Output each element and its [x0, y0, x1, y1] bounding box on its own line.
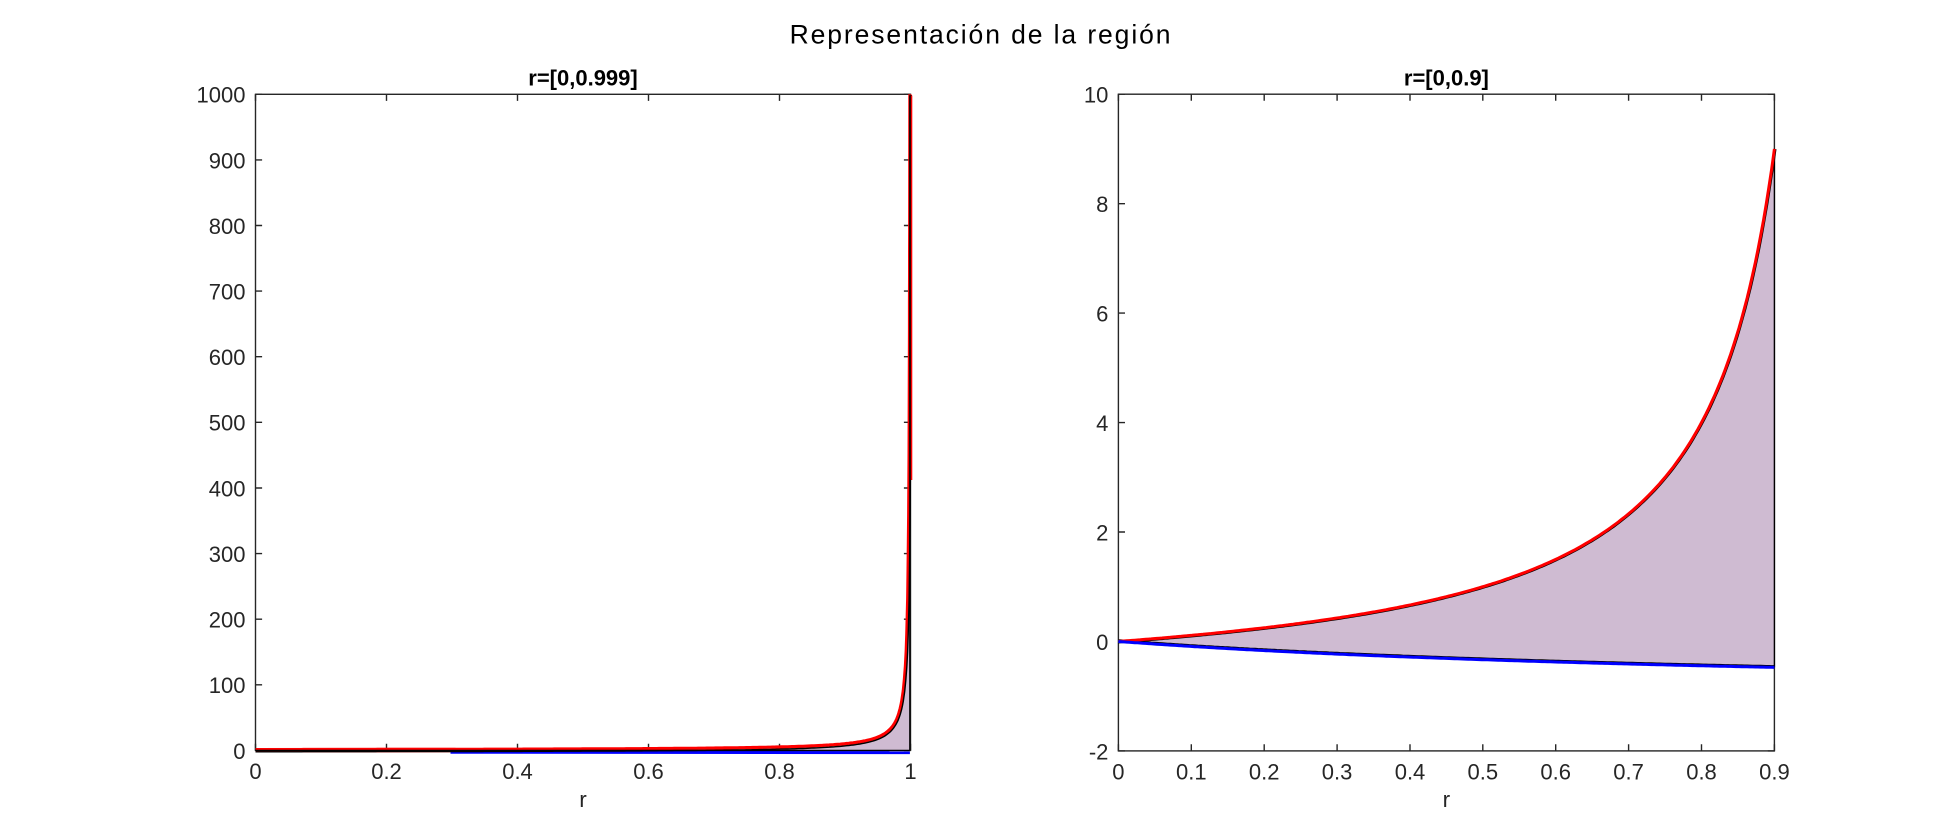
svg-text:0.3: 0.3	[1322, 760, 1353, 785]
svg-text:0.8: 0.8	[1686, 760, 1717, 785]
svg-text:10: 10	[1084, 83, 1108, 108]
svg-text:Representación de la región: Representación de la región	[790, 20, 1173, 50]
svg-text:0.4: 0.4	[1395, 760, 1426, 785]
svg-text:0.9: 0.9	[1759, 760, 1790, 785]
svg-text:0.8: 0.8	[764, 759, 795, 784]
svg-text:0.7: 0.7	[1613, 760, 1644, 785]
svg-text:8: 8	[1096, 192, 1108, 217]
svg-text:6: 6	[1096, 302, 1108, 327]
svg-text:800: 800	[209, 214, 246, 239]
svg-text:4: 4	[1096, 411, 1108, 436]
svg-text:2: 2	[1096, 520, 1108, 545]
svg-text:400: 400	[209, 476, 246, 501]
svg-text:0: 0	[233, 739, 245, 764]
svg-text:0: 0	[1112, 760, 1124, 785]
svg-text:0.6: 0.6	[1540, 760, 1571, 785]
svg-text:700: 700	[209, 280, 246, 305]
svg-text:100: 100	[209, 673, 246, 698]
svg-text:r: r	[579, 787, 587, 812]
svg-text:300: 300	[209, 542, 246, 567]
svg-text:0: 0	[249, 759, 261, 784]
svg-text:-2: -2	[1089, 739, 1109, 764]
svg-text:0.1: 0.1	[1176, 760, 1207, 785]
svg-text:1: 1	[904, 759, 916, 784]
svg-text:0.2: 0.2	[1249, 760, 1280, 785]
svg-text:0.4: 0.4	[502, 759, 533, 784]
svg-text:r=[0,0.999]: r=[0,0.999]	[528, 65, 637, 90]
svg-text:0.5: 0.5	[1468, 760, 1499, 785]
svg-text:600: 600	[209, 345, 246, 370]
svg-text:0.2: 0.2	[371, 759, 402, 784]
svg-text:500: 500	[209, 411, 246, 436]
svg-text:200: 200	[209, 608, 246, 633]
svg-text:900: 900	[209, 148, 246, 173]
svg-text:0.6: 0.6	[633, 759, 664, 784]
svg-text:r=[0,0.9]: r=[0,0.9]	[1404, 65, 1489, 90]
svg-text:r: r	[1443, 787, 1451, 812]
svg-text:1000: 1000	[197, 83, 246, 108]
svg-text:0: 0	[1096, 630, 1108, 655]
